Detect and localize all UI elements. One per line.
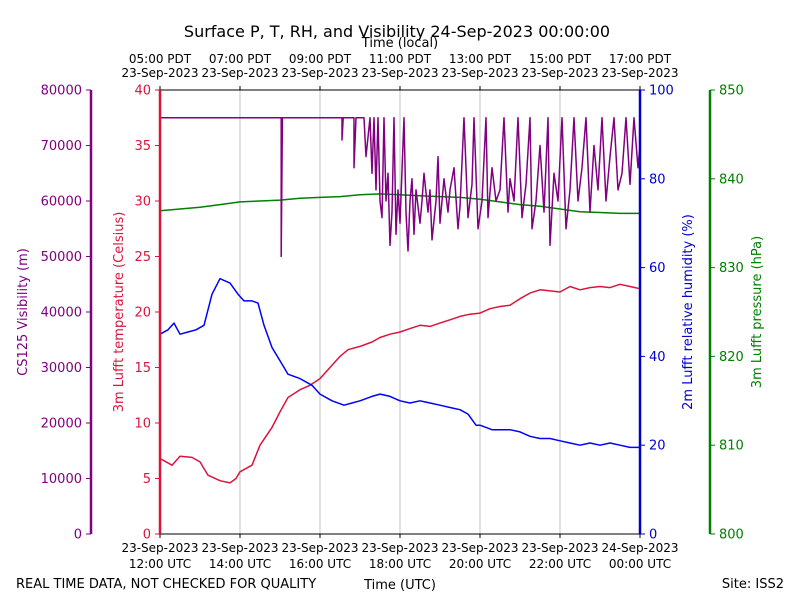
grid-lines xyxy=(239,90,561,534)
temperature-tick-label: 20 xyxy=(134,306,151,321)
humidity-tick-label: 100 xyxy=(649,84,674,99)
top-axis-label: Time (local) xyxy=(361,36,438,51)
top-x-tick-label: 23-Sep-2023 xyxy=(441,66,518,80)
visibility-tick-label: 60000 xyxy=(41,195,82,210)
visibility-tick-label: 70000 xyxy=(41,139,82,154)
x-tick-label: 23-Sep-2023 xyxy=(361,541,438,555)
visibility-series-line xyxy=(160,117,641,258)
series-lines xyxy=(159,117,641,484)
humidity-tick-label: 60 xyxy=(649,261,666,276)
ticks: 0100002000030000400005000060000700008000… xyxy=(41,52,744,571)
footer-site: Site: ISS2 xyxy=(722,577,784,592)
visibility-tick-label: 30000 xyxy=(41,361,82,376)
top-x-tick-label: 23-Sep-2023 xyxy=(521,66,598,80)
footer-quality-note: REAL TIME DATA, NOT CHECKED FOR QUALITY xyxy=(16,577,316,592)
top-x-tick-label: 23-Sep-2023 xyxy=(361,66,438,80)
pressure-series-line xyxy=(159,193,640,215)
x-tick-label: 22:00 UTC xyxy=(529,557,591,571)
x-tick-label: 00:00 UTC xyxy=(609,557,671,571)
top-x-tick-label: 23-Sep-2023 xyxy=(601,66,678,80)
temperature-series-line xyxy=(159,283,641,484)
visibility-tick-label: 50000 xyxy=(41,250,82,265)
top-x-tick-label: 23-Sep-2023 xyxy=(121,66,198,80)
humidity-axis-label: 2m Lufft relative humidity (%) xyxy=(681,214,696,410)
temperature-tick-label: 35 xyxy=(134,139,151,154)
x-tick-label: 23-Sep-2023 xyxy=(281,541,358,555)
visibility-tick-label: 80000 xyxy=(41,84,82,99)
x-tick-label: 18:00 UTC xyxy=(369,557,431,571)
humidity-tick-label: 80 xyxy=(649,172,666,187)
top-x-tick-label: 07:00 PDT xyxy=(209,52,272,66)
pressure-tick-label: 810 xyxy=(719,439,744,454)
top-x-tick-label: 15:00 PDT xyxy=(529,52,592,66)
x-tick-label: 23-Sep-2023 xyxy=(201,541,278,555)
visibility-tick-label: 10000 xyxy=(41,472,82,487)
temperature-tick-label: 30 xyxy=(134,195,151,210)
x-tick-label: 12:00 UTC xyxy=(129,557,191,571)
x-tick-label: 16:00 UTC xyxy=(289,557,351,571)
x-axis-label: Time (UTC) xyxy=(363,578,436,593)
humidity-tick-label: 40 xyxy=(649,350,666,365)
visibility-axis-label: CS125 Visibility (m) xyxy=(16,248,31,376)
pressure-tick-label: 820 xyxy=(719,350,744,365)
pressure-tick-label: 830 xyxy=(719,261,744,276)
temperature-tick-label: 15 xyxy=(134,361,151,376)
axes xyxy=(89,89,712,535)
top-x-tick-label: 11:00 PDT xyxy=(369,52,432,66)
pressure-axis-label: 3m Lufft pressure (hPa) xyxy=(750,236,765,388)
visibility-tick-label: 0 xyxy=(74,528,82,543)
visibility-tick-label: 40000 xyxy=(41,306,82,321)
humidity-tick-label: 20 xyxy=(649,439,666,454)
temperature-tick-label: 25 xyxy=(134,250,151,265)
visibility-tick-label: 20000 xyxy=(41,417,82,432)
x-tick-label: 14:00 UTC xyxy=(209,557,271,571)
top-x-tick-label: 09:00 PDT xyxy=(289,52,352,66)
top-x-tick-label: 23-Sep-2023 xyxy=(201,66,278,80)
x-tick-label: 20:00 UTC xyxy=(449,557,511,571)
temperature-tick-label: 5 xyxy=(143,472,151,487)
chart-title: Surface P, T, RH, and Visibility 24-Sep-… xyxy=(184,22,610,41)
pressure-tick-label: 840 xyxy=(719,172,744,187)
pressure-tick-label: 850 xyxy=(719,84,744,99)
temperature-axis-label: 3m Lufft temperature (Celsius) xyxy=(112,212,127,413)
temperature-tick-label: 0 xyxy=(143,528,151,543)
humidity-series-line xyxy=(159,277,640,449)
temperature-tick-label: 40 xyxy=(134,84,151,99)
x-tick-label: 23-Sep-2023 xyxy=(121,541,198,555)
x-tick-label: 24-Sep-2023 xyxy=(601,541,678,555)
x-tick-label: 23-Sep-2023 xyxy=(521,541,598,555)
top-x-tick-label: 13:00 PDT xyxy=(449,52,512,66)
temperature-tick-label: 10 xyxy=(134,417,151,432)
humidity-tick-label: 0 xyxy=(649,528,657,543)
pressure-tick-label: 800 xyxy=(719,528,744,543)
top-x-tick-label: 23-Sep-2023 xyxy=(281,66,358,80)
top-x-tick-label: 05:00 PDT xyxy=(129,52,192,66)
top-x-tick-label: 17:00 PDT xyxy=(609,52,672,66)
x-tick-label: 23-Sep-2023 xyxy=(441,541,518,555)
